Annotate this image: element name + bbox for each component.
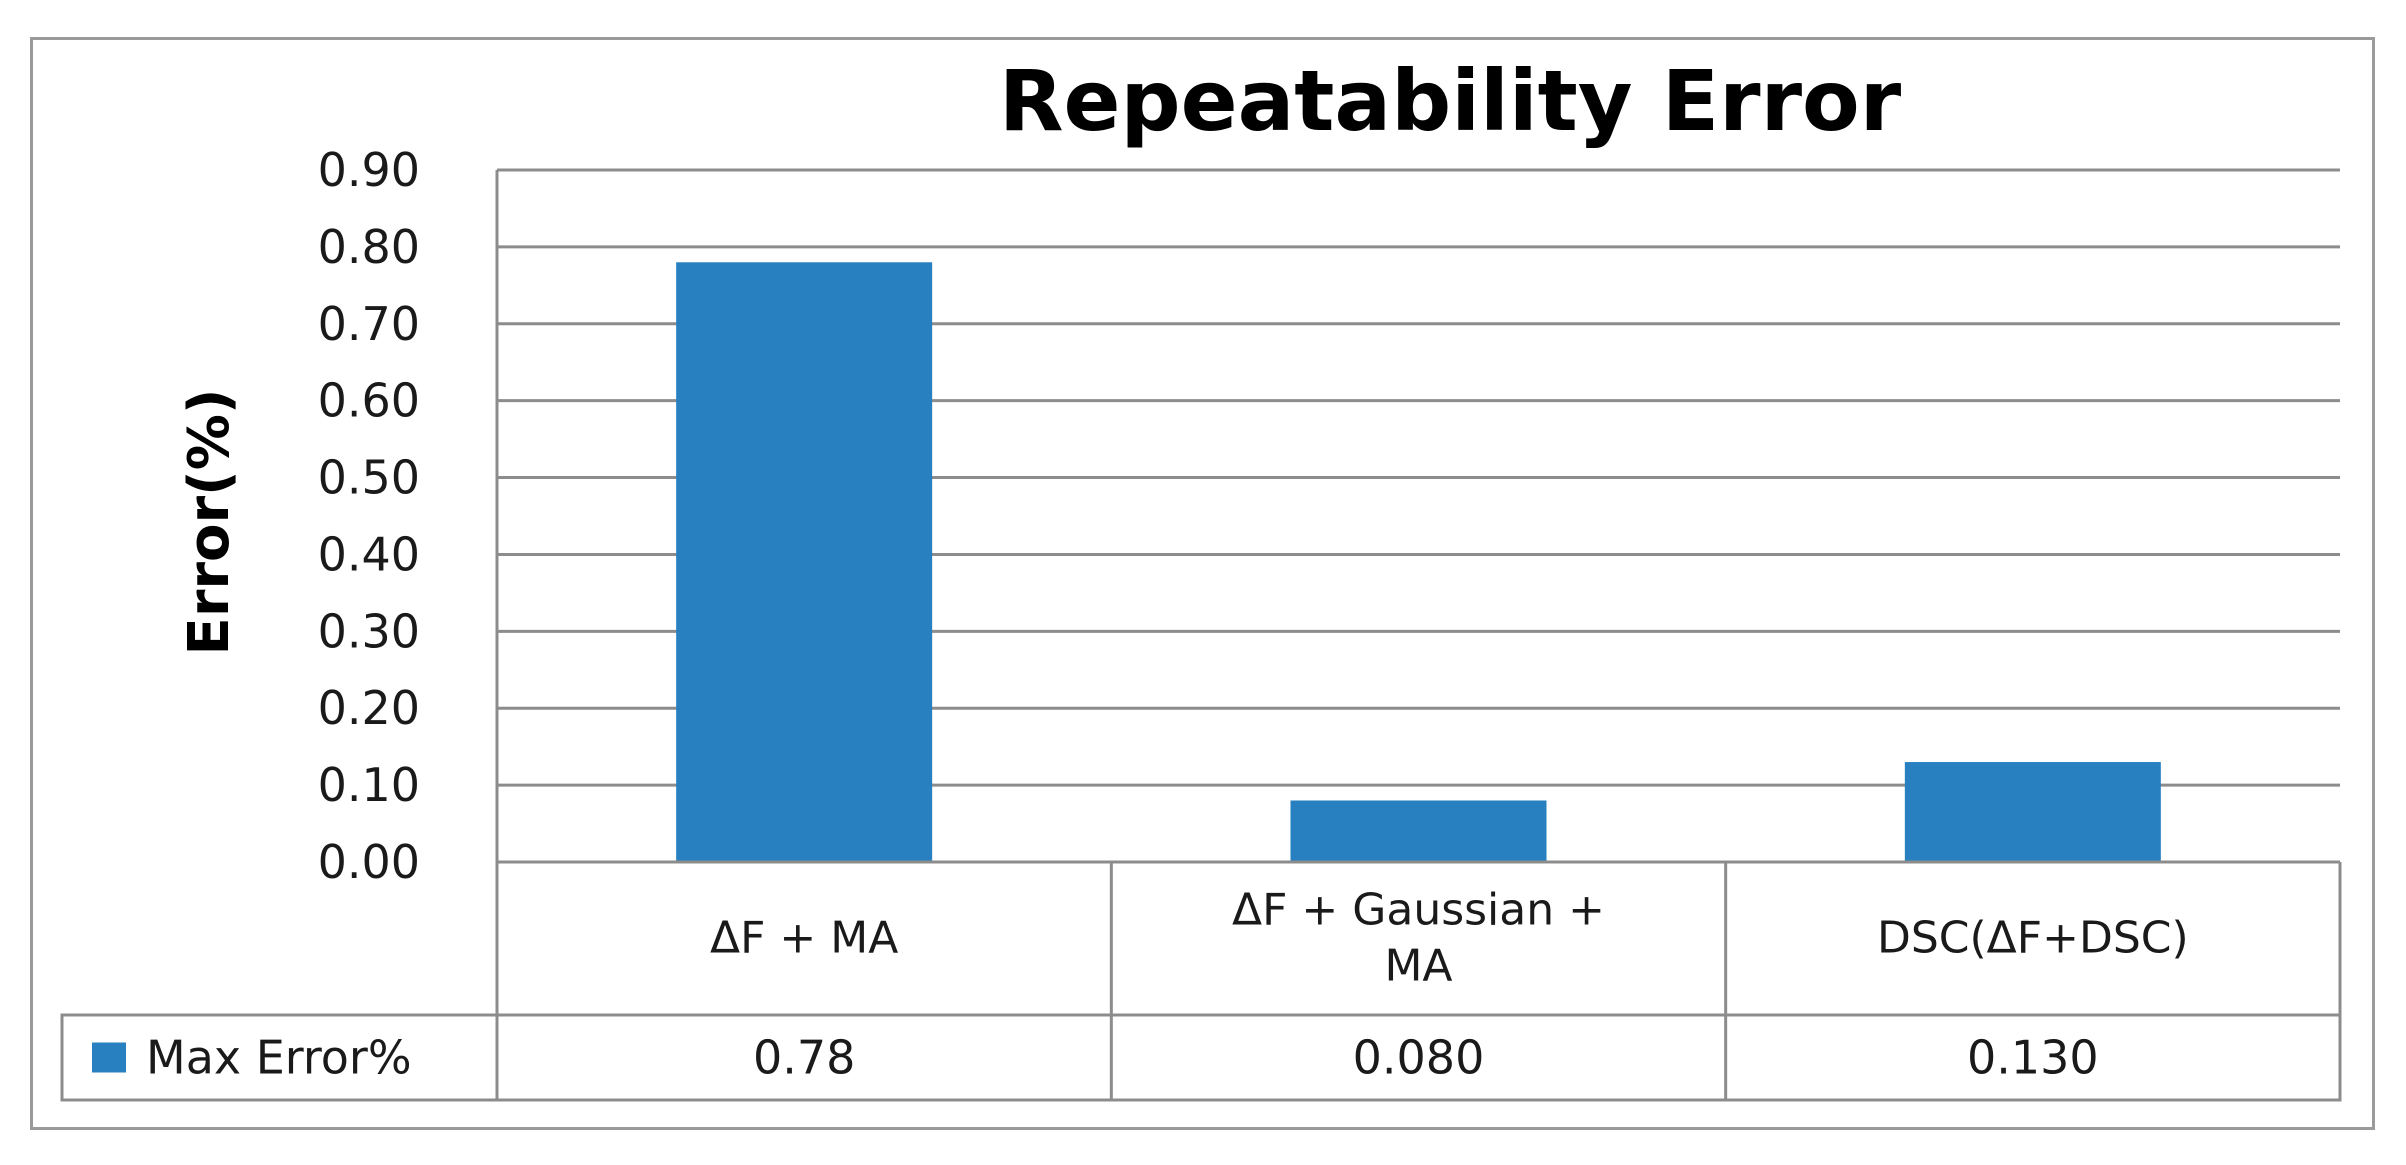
chart-frame: [30, 37, 2375, 1130]
y-tick-label: 0.40: [318, 527, 420, 581]
category-label: DSC(ΔF+DSC): [1877, 913, 2189, 964]
y-tick-label: 0.50: [318, 451, 420, 505]
category-label: ΔF + MA: [710, 913, 898, 964]
y-tick-label: 0.00: [318, 835, 420, 889]
data-table: ΔF + MA ΔF + Gaussian +MA DSC(ΔF+DSC) Max E…: [60, 860, 2342, 1102]
table-value-row: [60, 1013, 2342, 1102]
bars: [676, 262, 2161, 862]
legend-label: Max Error%: [146, 1031, 412, 1085]
y-tick-label: 0.60: [318, 374, 420, 428]
y-tick-label: 0.10: [318, 758, 420, 812]
y-axis-label: Error(%): [177, 389, 242, 656]
y-tick-label: 0.90: [318, 143, 420, 197]
table-value: 0.130: [1967, 1031, 2099, 1085]
bar: [1904, 762, 2161, 862]
legend-swatch: [92, 1042, 126, 1073]
y-axis-ticks: 0.00 0.10 0.20 0.30 0.40 0.50 0.60 0.70 0.80 0.90: [318, 143, 420, 889]
table-value: 0.080: [1353, 1031, 1485, 1085]
bar: [1290, 800, 1547, 862]
y-tick-label: 0.20: [318, 681, 420, 735]
chart-title: Repeatability Error: [999, 52, 1902, 150]
y-tick-label: 0.80: [318, 220, 420, 274]
bar: [676, 262, 933, 862]
category-label: ΔF + Gaussian +: [1232, 885, 1605, 936]
y-tick-label: 0.30: [318, 604, 420, 658]
table-value: 0.78: [753, 1031, 855, 1085]
category-label: MA: [1384, 941, 1452, 992]
y-tick-label: 0.70: [318, 297, 420, 351]
